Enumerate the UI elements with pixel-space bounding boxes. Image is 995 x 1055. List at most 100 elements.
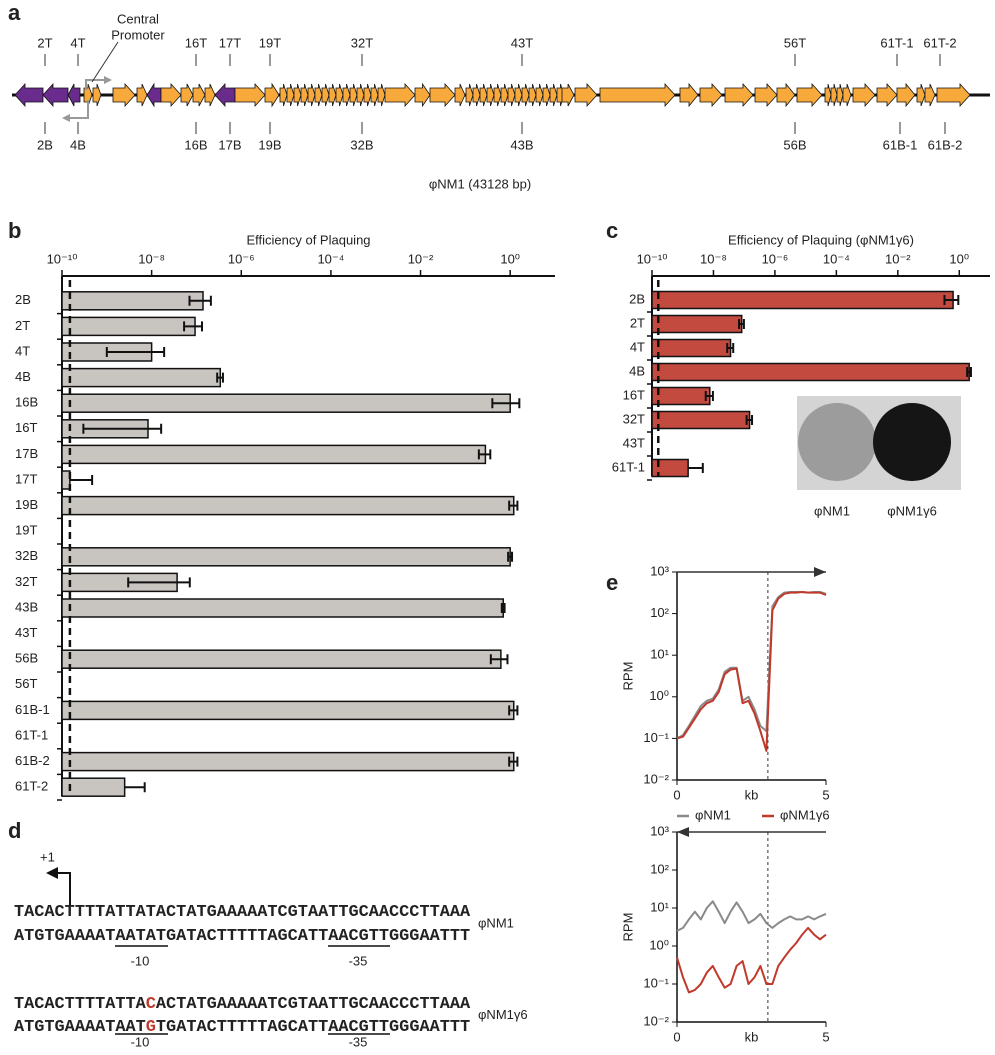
- box-label: -35: [349, 1034, 368, 1049]
- gene-arrow: [307, 83, 316, 107]
- bar: [61, 598, 504, 618]
- gene-arrow: [493, 83, 502, 107]
- gene-arrow: [92, 83, 102, 107]
- gene-arrow: [192, 83, 206, 107]
- x-tick-label: 10⁰: [949, 251, 969, 266]
- start-label: +1: [40, 849, 55, 864]
- bar: [651, 314, 743, 334]
- gene-arrow: [896, 82, 916, 108]
- gene-arrow: [300, 83, 309, 107]
- gene-arrow: [465, 83, 474, 107]
- inset-label: φNM1γ6: [887, 503, 937, 518]
- gene-arrow: [214, 82, 236, 108]
- y-tick-label: 4B: [629, 363, 645, 378]
- sequence-part: TACACTTTTATTA: [14, 995, 147, 1014]
- bar: [61, 751, 515, 772]
- bar: [61, 393, 511, 413]
- x-tick-label: 5: [822, 1029, 829, 1044]
- y-tick-label: 4B: [15, 369, 31, 384]
- legend-label: φNM1γ6: [780, 807, 830, 822]
- gene-arrow: [328, 83, 337, 107]
- gene-arrow: [279, 83, 288, 107]
- gene-arrow: [384, 82, 416, 108]
- gene-arrow: [514, 83, 523, 107]
- bar: [651, 362, 970, 382]
- y-tick-label: 17T: [15, 471, 37, 486]
- gene-label: 2T: [37, 35, 52, 50]
- x-axis-label: kb: [745, 787, 759, 802]
- sequence-part: ATGTGAAAATAATATGATACTTTTTAGCATTAACGTTGGG…: [14, 927, 470, 946]
- x-tick-label: 10⁻⁴: [823, 251, 850, 266]
- gene-arrow: [500, 83, 509, 107]
- gene-label: 17B: [218, 137, 241, 152]
- error-bar: [82, 423, 163, 434]
- bar: [651, 410, 751, 430]
- panel-label: a: [8, 0, 21, 25]
- gene-arrow: [429, 82, 456, 108]
- sequence-part: ACTATGAAAAATCGTAATTGCAACCCTTAAA: [156, 995, 471, 1014]
- y-tick-label: 19T: [15, 523, 37, 538]
- bar: [651, 386, 711, 406]
- sequence-part: ATGTGAAAATAAT: [14, 1018, 146, 1037]
- sequence: TACACTTTTATTACACTATGAAAAATCGTAATTGCAACCC…: [14, 995, 471, 1014]
- gene-arrow: [479, 83, 488, 107]
- y-tick-label: 2T: [15, 318, 30, 333]
- panel-label: c: [606, 218, 618, 243]
- sequence-part: G: [146, 1018, 156, 1037]
- error-bar: [500, 603, 506, 613]
- sequence: ATGTGAAAATAATATGATACTTTTTAGCATTAACGTTGGG…: [14, 927, 470, 946]
- y-tick-label: 10³: [650, 823, 669, 838]
- box-label: -10: [131, 1034, 150, 1049]
- y-tick-label: 2T: [630, 315, 645, 330]
- promoter-arrowhead: [104, 76, 112, 84]
- gene-arrow: [363, 83, 372, 107]
- y-tick-label: 19B: [15, 497, 38, 512]
- error-bar: [966, 367, 972, 377]
- y-tick-label: 32T: [623, 411, 645, 426]
- gene-arrow: [507, 83, 516, 107]
- gene-arrow: [314, 83, 323, 107]
- gene-arrow: [42, 82, 69, 108]
- y-axis-label: RPM: [620, 662, 635, 691]
- gene-label: 61T-2: [923, 35, 956, 50]
- error-bar: [508, 500, 519, 511]
- y-tick-label: 10²: [650, 861, 669, 876]
- gene-arrow: [528, 83, 537, 107]
- gene-arrow: [321, 83, 330, 107]
- y-tick-label: 4T: [15, 343, 30, 358]
- promoter-arrow: [85, 79, 108, 90]
- y-tick-label: 10⁻¹: [643, 730, 669, 745]
- y-tick-label: 56T: [15, 676, 37, 691]
- direction-arrowhead: [677, 827, 689, 837]
- series-line: [676, 926, 827, 994]
- y-tick-label: 56B: [15, 651, 38, 666]
- x-tick-label: 10⁻¹⁰: [47, 251, 78, 266]
- error-bar: [738, 319, 745, 329]
- gene-arrow: [264, 82, 280, 108]
- gene-label: 56T: [784, 35, 806, 50]
- error-bar: [508, 756, 519, 767]
- gene-label: 16B: [184, 137, 207, 152]
- chart-title: Efficiency of Plaquing: [246, 232, 370, 247]
- y-tick-label: 43T: [15, 625, 37, 640]
- start-arrow: [56, 872, 71, 905]
- bar: [61, 291, 204, 311]
- y-tick-label: 61T-1: [612, 459, 645, 474]
- x-tick-label: 10⁻⁶: [762, 251, 789, 266]
- gene-arrow: [180, 83, 194, 107]
- box-label: -10: [131, 953, 150, 968]
- y-tick-label: 10⁻²: [643, 1013, 669, 1028]
- gene-arrow: [549, 83, 558, 107]
- x-tick-label: 0: [673, 1029, 680, 1044]
- gene-arrow: [14, 82, 44, 108]
- gene-label: 43T: [511, 35, 533, 50]
- bar: [61, 649, 502, 669]
- panel-label: d: [8, 818, 21, 843]
- gene-arrow: [472, 83, 481, 107]
- gene-arrow: [542, 83, 551, 107]
- error-bar: [745, 415, 754, 425]
- gene-arrow: [724, 82, 754, 108]
- error-bar: [124, 782, 146, 793]
- plaque: [873, 403, 951, 481]
- x-tick-label: 5: [822, 787, 829, 802]
